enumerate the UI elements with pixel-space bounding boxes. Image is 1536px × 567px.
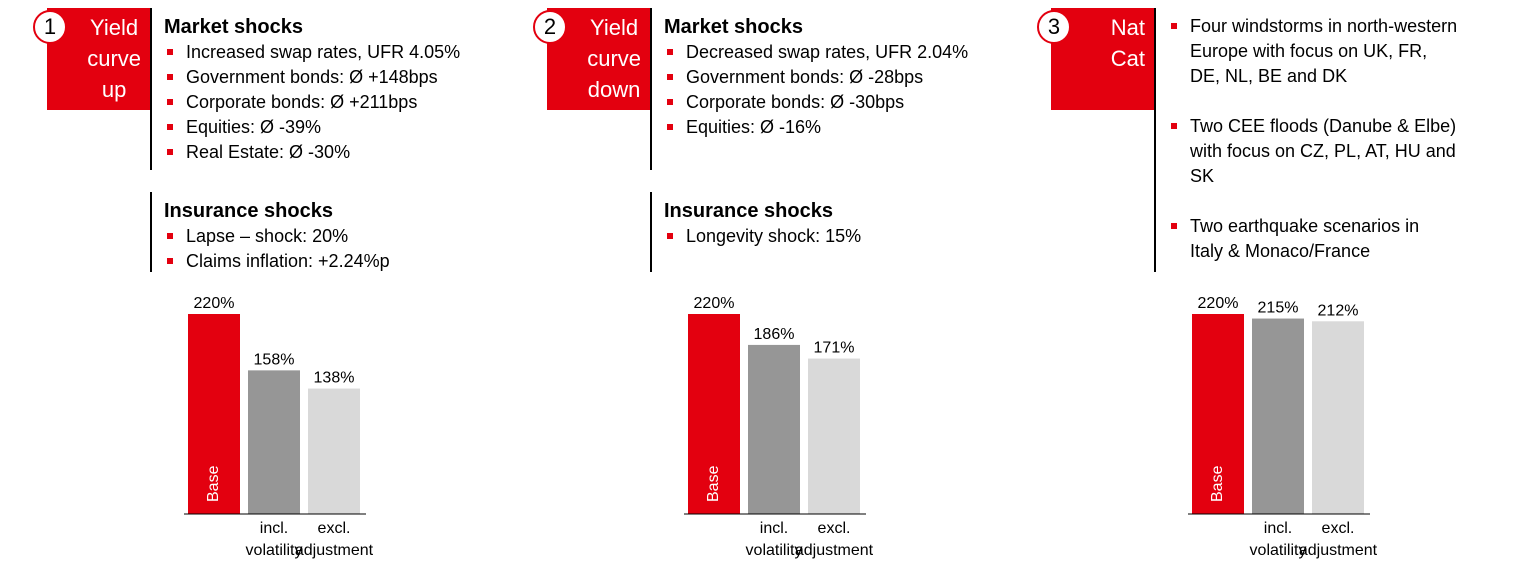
bullet-icon (167, 258, 173, 264)
bar-1 (1192, 314, 1244, 514)
bar-2 (1252, 318, 1304, 514)
data-label: 171% (814, 340, 855, 357)
scenario-1-title: Yield curve up (87, 15, 141, 102)
solvency-chart-1: 220% Base 158% incl. volatility 138% excl. adju… (184, 295, 374, 559)
scenario-2-insurance-shocks: Insurance shocks Longevity shock: 15% (664, 198, 861, 249)
list-item: Equities: Ø -16% (664, 115, 968, 140)
data-label: 186% (754, 326, 795, 343)
category-label: excl. adjustment (295, 520, 374, 559)
scenario-1-panel: 1 Yield curve up Market shocks Increased… (0, 0, 520, 567)
scenario-1-insurance-shocks: Insurance shocks Lapse – shock: 20% Clai… (164, 198, 390, 274)
bar-1 (188, 314, 240, 514)
category-label: incl. volatility (746, 520, 803, 559)
bullet-icon (167, 49, 173, 55)
bar-3 (1312, 321, 1364, 514)
bullet-icon (1171, 223, 1177, 229)
bar-3 (808, 358, 860, 514)
data-label: 220% (694, 295, 735, 312)
bullet-icon (167, 74, 173, 80)
bullet-icon (1171, 23, 1177, 29)
insurance-shocks-heading: Insurance shocks (164, 200, 333, 222)
category-label: excl. adjustment (1299, 520, 1378, 559)
list-item: Decreased swap rates, UFR 2.04% (664, 40, 968, 65)
category-label: Base (705, 465, 722, 502)
bullet-icon (667, 233, 673, 239)
scenario-3-divider (1154, 8, 1156, 272)
scenario-1-market-divider (150, 8, 152, 170)
bullet-icon (667, 49, 673, 55)
scenario-2-insurance-divider (650, 192, 652, 272)
data-label: 158% (254, 351, 295, 368)
bullet-icon (167, 233, 173, 239)
scenario-1-insurance-divider (150, 192, 152, 272)
category-label: incl. volatility (1250, 520, 1307, 559)
market-shocks-heading: Market shocks (664, 16, 803, 38)
data-label: 220% (194, 295, 235, 312)
bar-3 (308, 388, 360, 514)
data-label: 212% (1318, 302, 1359, 319)
scenario-1-market-shocks: Market shocks Increased swap rates, UFR … (164, 14, 460, 165)
solvency-chart-3: 220% Base 215% incl. volatility 212% excl. adju… (1188, 295, 1378, 559)
scenario-1-tag: 1 Yield curve up (33, 8, 151, 110)
list-item: Increased swap rates, UFR 4.05% (164, 40, 460, 65)
category-label: excl. adjustment (795, 520, 874, 559)
insurance-shocks-heading: Insurance shocks (664, 200, 833, 222)
scenario-3-title: Nat Cat (1110, 15, 1145, 71)
solvency-chart-2: 220% Base 186% incl. volatility 171% excl. adju… (684, 295, 874, 559)
scenario-3-items: Four windstorms in north-western Europe … (1168, 14, 1457, 289)
bar-2 (248, 370, 300, 514)
bullet-icon (667, 99, 673, 105)
category-label: Base (205, 465, 222, 502)
list-item: Corporate bonds: Ø +211bps (164, 90, 460, 115)
bullet-icon (167, 124, 173, 130)
category-label: incl. volatility (246, 520, 303, 559)
bullet-icon (667, 74, 673, 80)
data-label: 138% (314, 370, 355, 387)
scenario-3-tag: 3 Nat Cat (1037, 8, 1155, 110)
scenario-1-number-badge: 1 (33, 10, 67, 44)
list-item: Lapse – shock: 20% (164, 224, 390, 249)
data-label: 215% (1258, 300, 1299, 317)
bullet-icon (667, 124, 673, 130)
list-item: Corporate bonds: Ø -30bps (664, 90, 968, 115)
list-item: Real Estate: Ø -30% (164, 140, 460, 165)
market-shocks-heading: Market shocks (164, 16, 303, 38)
scenario-2-title: Yield curve down (587, 15, 641, 102)
category-label: Base (1209, 465, 1226, 502)
scenario-3-panel: 3 Nat Cat Four windstorms in north-weste… (1004, 0, 1536, 567)
bar-2 (748, 344, 800, 514)
scenario-2-market-shocks: Market shocks Decreased swap rates, UFR … (664, 14, 968, 140)
list-item: Claims inflation: +2.24%p (164, 249, 390, 274)
bullet-icon (167, 149, 173, 155)
scenario-2-market-divider (650, 8, 652, 170)
data-label: 220% (1198, 295, 1239, 312)
list-item: Two earthquake scenarios in Italy & Mona… (1168, 214, 1457, 264)
list-item: Government bonds: Ø -28bps (664, 65, 968, 90)
scenario-2-number-badge: 2 (533, 10, 567, 44)
bullet-icon (1171, 123, 1177, 129)
bar-1 (688, 314, 740, 514)
scenario-2-panel: 2 Yield curve down Market shocks Decreas… (500, 0, 1020, 567)
list-item: Equities: Ø -39% (164, 115, 460, 140)
list-item: Two CEE floods (Danube & Elbe) with focu… (1168, 114, 1457, 189)
bullet-icon (167, 99, 173, 105)
scenario-2-tag: 2 Yield curve down (533, 8, 651, 110)
list-item: Longevity shock: 15% (664, 224, 861, 249)
scenario-3-number-badge: 3 (1037, 10, 1071, 44)
list-item: Four windstorms in north-western Europe … (1168, 14, 1457, 89)
list-item: Government bonds: Ø +148bps (164, 65, 460, 90)
